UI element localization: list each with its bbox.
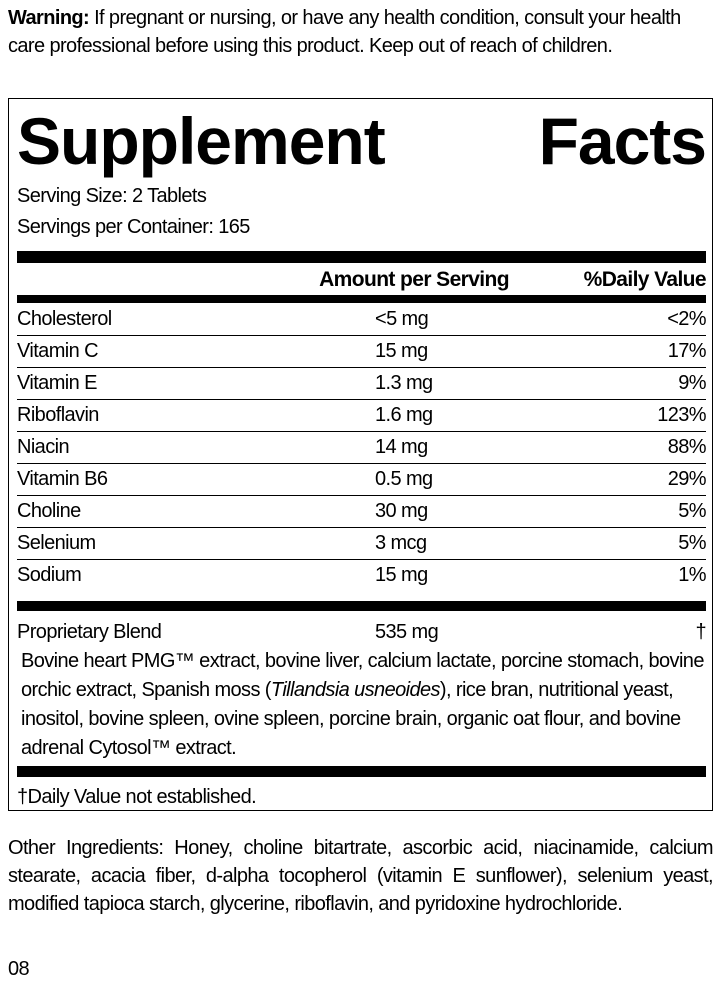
warning-body: If pregnant or nursing, or have any heal… — [8, 7, 681, 57]
dv-header: %Daily Value — [583, 268, 707, 291]
nutrient-dv: 9% — [678, 372, 706, 394]
nutrient-name: Niacin — [17, 436, 70, 458]
nutrient-row: Sodium 15 mg 1% — [17, 559, 707, 591]
nutrient-row: Niacin 14 mg 88% — [17, 431, 707, 464]
nutrient-amount: 3 mcg — [375, 532, 427, 554]
footnote: †Daily Value not established. — [17, 786, 257, 808]
nutrient-name: Riboflavin — [17, 404, 99, 426]
ingredients-text: Bovine heart PMG™ extract, bovine liver,… — [21, 650, 704, 701]
title-word-1: Supplement — [17, 104, 386, 178]
nutrient-dv: <2% — [667, 308, 706, 330]
blend-dv: † — [695, 621, 706, 643]
nutrient-amount: 1.3 mg — [375, 372, 433, 394]
nutrient-row: Vitamin B6 0.5 mg 29% — [17, 463, 707, 496]
nutrient-name: Vitamin B6 — [17, 468, 108, 490]
nutrient-dv: 5% — [678, 500, 706, 522]
nutrient-dv: 5% — [678, 532, 706, 554]
nutrient-amount: 15 mg — [375, 564, 428, 586]
nutrient-dv: 88% — [667, 436, 707, 458]
nutrient-row: Cholesterol <5 mg <2% — [17, 303, 707, 336]
nutrient-amount: 30 mg — [375, 500, 428, 522]
nutrient-dv: 29% — [667, 468, 707, 490]
title-word-2: Facts — [538, 104, 707, 178]
nutrient-row: Vitamin C 15 mg 17% — [17, 335, 707, 368]
ingredients-latin-name: Tillandsia usneoides — [270, 679, 441, 701]
blend-row: Proprietary Blend 535 mg † — [17, 616, 707, 648]
nutrient-name: Selenium — [17, 532, 96, 554]
nutrient-dv: 1% — [678, 564, 706, 586]
nutrient-dv: 17% — [667, 340, 707, 362]
divider-thick — [17, 601, 706, 611]
warning-text: Warning: If pregnant or nursing, or have… — [8, 4, 713, 60]
nutrient-name: Cholesterol — [17, 308, 112, 330]
panel-title: Supplement Facts — [17, 101, 707, 181]
other-ingredients: Other Ingredients: Honey, choline bitart… — [8, 837, 714, 915]
blend-amount: 535 mg — [375, 621, 439, 643]
nutrient-name: Choline — [17, 500, 81, 522]
nutrient-amount: 0.5 mg — [375, 468, 433, 490]
nutrient-row: Selenium 3 mcg 5% — [17, 527, 707, 560]
product-code: 08 — [8, 958, 30, 980]
nutrient-amount: <5 mg — [375, 308, 429, 330]
nutrient-amount: 1.6 mg — [375, 404, 433, 426]
nutrient-dv: 123% — [657, 404, 706, 426]
warning-label: Warning: — [8, 7, 90, 29]
divider-medium — [17, 295, 706, 303]
nutrient-name: Vitamin E — [17, 372, 97, 394]
nutrient-name: Vitamin C — [17, 340, 99, 362]
servings-per-container: Servings per Container: 165 — [17, 216, 250, 238]
nutrient-row: Vitamin E 1.3 mg 9% — [17, 367, 707, 400]
divider-thick — [17, 766, 706, 777]
amount-header: Amount per Serving — [319, 268, 509, 291]
supplement-facts-panel: Supplement Facts Serving Size: 2 Tablets … — [8, 98, 713, 811]
blend-name: Proprietary Blend — [17, 621, 162, 643]
nutrient-row: Riboflavin 1.6 mg 123% — [17, 399, 707, 432]
divider-thick — [17, 251, 706, 263]
nutrient-name: Sodium — [17, 564, 82, 586]
nutrient-amount: 14 mg — [375, 436, 428, 458]
nutrient-row: Choline 30 mg 5% — [17, 495, 707, 528]
ingredients-text: ), rice bran, nutritional yeast, inosito… — [21, 679, 681, 759]
blend-ingredients: Bovine heart PMG™ extract, bovine liver,… — [21, 647, 706, 763]
serving-size: Serving Size: 2 Tablets — [17, 185, 207, 207]
nutrient-amount: 15 mg — [375, 340, 428, 362]
